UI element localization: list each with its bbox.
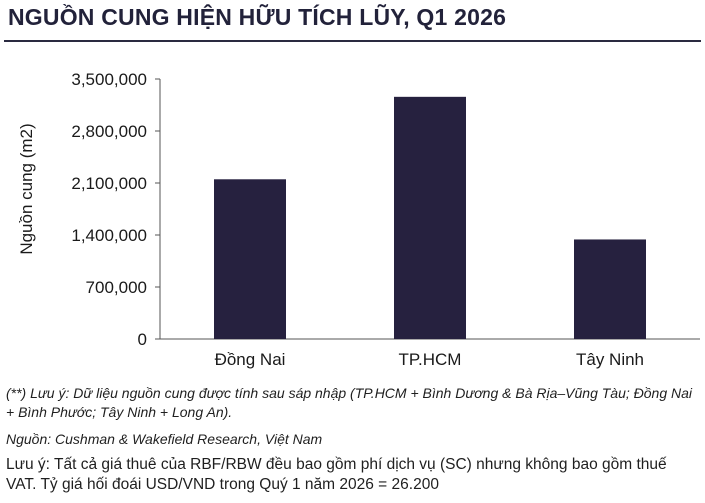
x-tick-label: Đồng Nai xyxy=(215,350,286,369)
y-tick-label: 0 xyxy=(138,330,147,349)
y-axis-title: Nguồn cung (m2) xyxy=(17,123,36,254)
supply-definition-note: (**) Lưu ý: Dữ liệu nguồn cung được tính… xyxy=(6,385,693,420)
bar-chart: 0 700,000 1,400,000 2,100,000 2,800,000 3,500… xyxy=(17,70,700,369)
x-tick-label: TP.HCM xyxy=(399,350,462,369)
disclaimer-note: Lưu ý: Tất cả giá thuê của RBF/RBW đều b… xyxy=(6,456,667,493)
y-tick-label: 2,800,000 xyxy=(71,122,147,141)
y-tick-label: 1,400,000 xyxy=(71,226,147,245)
bar xyxy=(214,179,286,339)
x-tick-label: Tây Ninh xyxy=(576,350,644,369)
bar xyxy=(394,96,466,339)
chart-title: NGUỒN CUNG HIỆN HỮU TÍCH LŨY, Q1 2026 xyxy=(8,4,507,30)
y-tick-label: 700,000 xyxy=(86,278,147,297)
y-tick-label: 3,500,000 xyxy=(71,70,147,89)
title-divider xyxy=(4,40,701,42)
source-note: Nguồn: Cushman & Wakefield Research, Việ… xyxy=(6,431,323,447)
bar xyxy=(574,239,646,339)
y-tick-label: 2,100,000 xyxy=(71,174,147,193)
